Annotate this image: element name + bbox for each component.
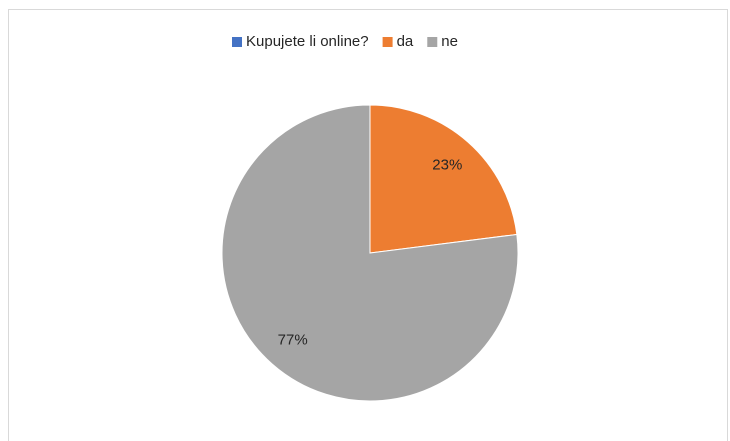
legend-label: ne <box>441 33 458 50</box>
legend-swatch <box>382 37 393 47</box>
legend-label: da <box>397 33 414 50</box>
legend-label: Kupujete li online? <box>246 33 369 50</box>
data-label: 23% <box>432 156 462 173</box>
pie-slice <box>369 104 518 254</box>
legend-swatch <box>232 37 242 47</box>
pie-slice <box>221 104 519 402</box>
legend-swatch <box>427 37 438 47</box>
data-label: 77% <box>278 332 308 349</box>
